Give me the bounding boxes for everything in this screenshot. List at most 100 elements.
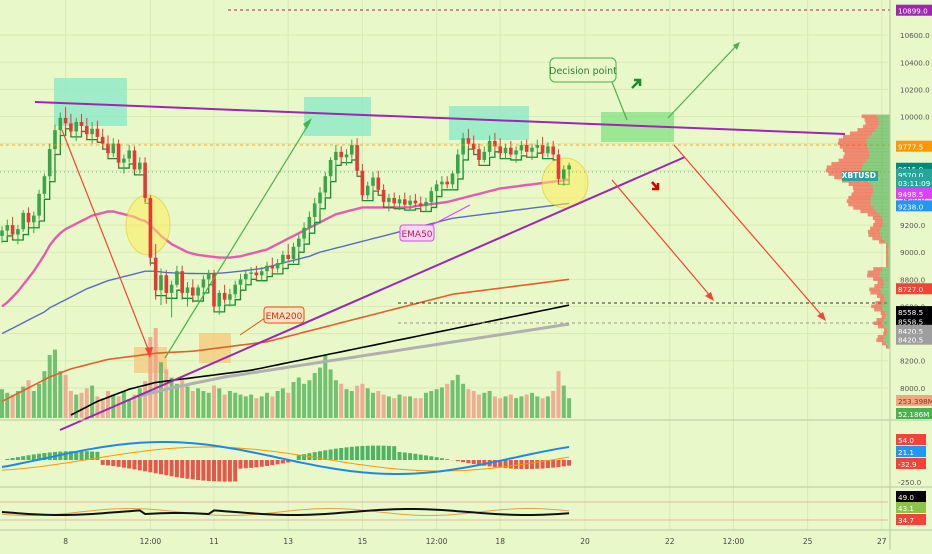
volume-profile-up <box>886 311 890 315</box>
macd-histogram-bar <box>435 457 439 460</box>
macd-histogram-bar <box>5 459 9 460</box>
macd-histogram-bar <box>403 453 407 460</box>
macd-histogram-bar <box>366 446 370 460</box>
macd-histogram-bar <box>260 460 264 467</box>
volume-profile-down <box>886 247 888 251</box>
volume-bar <box>440 387 444 418</box>
macd-histogram-bar <box>514 460 518 469</box>
macd-histogram-bar <box>249 460 253 468</box>
volume-bar <box>313 373 317 418</box>
candle-body <box>509 148 513 155</box>
symbol-label: XBTUSD <box>842 171 876 180</box>
volume-bar <box>366 388 370 418</box>
volume-bar <box>27 380 31 418</box>
candle-body <box>498 146 502 153</box>
volume-bar <box>339 384 343 418</box>
macd-histogram-bar <box>265 460 269 466</box>
volume-profile-down <box>886 264 888 268</box>
osc-scale-label: 43.1 <box>898 504 914 513</box>
decision-point-callout[interactable]: Decision point <box>549 58 617 82</box>
volume-profile-down <box>848 203 871 207</box>
candle-body <box>154 258 158 291</box>
volume-profile-up <box>869 155 890 159</box>
volume-profile-down <box>865 118 879 122</box>
volume-profile-down <box>866 121 879 125</box>
candle-body <box>276 263 280 268</box>
volume-bar <box>154 328 158 418</box>
candle-body <box>546 146 550 153</box>
volume-bar <box>424 393 428 418</box>
price-tag-label: 8420.5 <box>898 336 923 345</box>
volume-profile-down <box>847 199 871 203</box>
time-tick-label: 25 <box>803 537 813 546</box>
volume-profile-down <box>868 213 880 217</box>
macd-scale-label: 54.0 <box>898 436 914 445</box>
volume-profile-up <box>885 240 890 244</box>
macd-histogram-bar <box>329 449 333 460</box>
macd-histogram-bar <box>392 446 396 460</box>
candle-body <box>53 130 57 149</box>
volume-bar <box>482 393 486 418</box>
macd-histogram-bar <box>191 460 195 479</box>
volume-profile-up <box>884 338 890 342</box>
volume-profile-up <box>869 148 890 152</box>
candle-body <box>11 225 15 234</box>
volume-profile-up <box>877 210 890 214</box>
volume-profile-up <box>885 325 890 329</box>
ema200-callout[interactable]: EMA200 <box>264 307 304 323</box>
volume-profile-down <box>868 233 880 237</box>
candle-body <box>345 155 349 158</box>
volume-bar <box>90 386 94 418</box>
volume-bar <box>64 375 68 418</box>
volume-bar <box>80 393 84 418</box>
candle-body <box>64 118 68 123</box>
macd-histogram-bar <box>382 446 386 460</box>
candle-body <box>170 285 174 293</box>
candle-body <box>186 287 190 292</box>
volume-profile-down <box>872 237 882 241</box>
volume-bar <box>37 384 41 418</box>
volume-profile-down <box>874 321 883 325</box>
candle-body <box>74 122 78 131</box>
volume-bar <box>101 398 105 418</box>
volume-bar <box>170 378 174 419</box>
candle-body <box>419 203 423 206</box>
candle-body <box>361 171 365 195</box>
candle-body <box>324 176 328 192</box>
candle-body <box>313 203 317 217</box>
macd-histogram-bar <box>387 446 391 460</box>
volume-profile-down <box>849 182 872 186</box>
candle-body <box>59 118 63 130</box>
volume-profile-down <box>845 152 870 156</box>
macd-histogram-bar <box>244 460 248 468</box>
volume-profile-down <box>886 250 888 254</box>
volume-profile-up <box>871 182 890 186</box>
macd-scale-label: -250.0 <box>898 478 922 487</box>
candle-body <box>520 145 524 150</box>
ema50-callout[interactable]: EMA50 <box>400 225 434 241</box>
volume-bar <box>318 368 322 418</box>
price-tag-label: 9238.0 <box>898 202 924 211</box>
volume-bar <box>85 388 89 418</box>
macd-histogram-bar <box>509 460 513 469</box>
candle-body <box>392 198 396 203</box>
volume-profile-down <box>857 128 875 132</box>
volume-profile-up <box>884 281 890 285</box>
volume-bar <box>419 398 423 418</box>
candle-body <box>562 169 566 178</box>
volume-bar <box>138 388 142 418</box>
volume-bar <box>11 395 15 418</box>
volume-bar <box>223 395 227 418</box>
volume-profile-up <box>880 213 890 217</box>
volume-bar <box>435 389 439 418</box>
price-tag-label: 03:11:09 <box>898 179 931 188</box>
candle-body <box>37 194 41 216</box>
volume-profile-up <box>872 131 890 135</box>
volume-bar <box>355 386 359 418</box>
volume-bar <box>514 398 518 418</box>
volume-bar <box>217 388 221 418</box>
candle-body <box>143 163 147 198</box>
candle-body <box>461 138 465 154</box>
price-tick-label: 8200.0 <box>900 357 926 366</box>
